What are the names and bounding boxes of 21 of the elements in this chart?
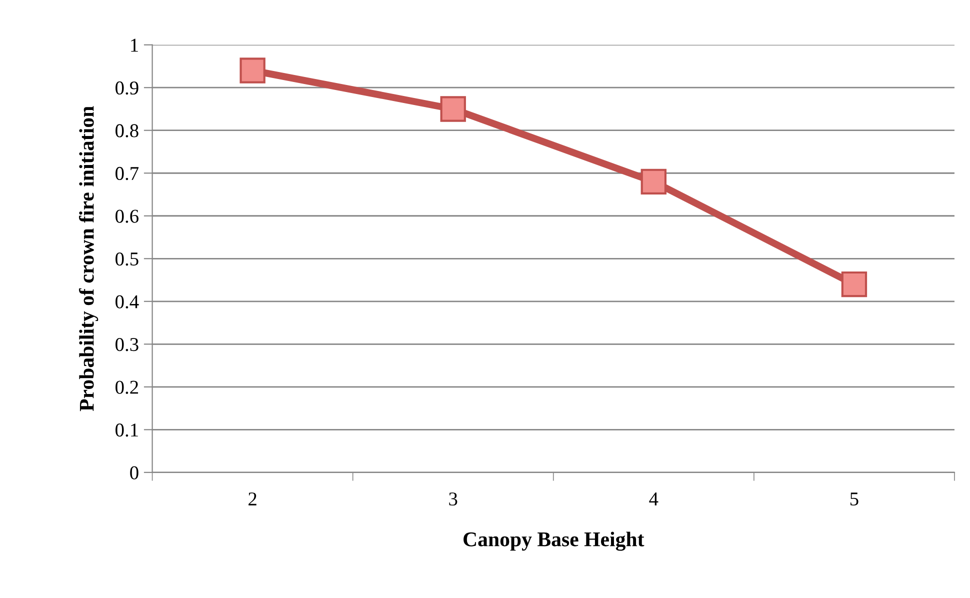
y-tick-label: 0 [130,466,138,480]
y-tick-label: 0.2 [116,380,138,394]
point [240,58,266,84]
x-tick-label: 3 [449,492,458,506]
y-tick-label: 0.1 [116,423,138,437]
y-tick-label: 0.6 [116,210,139,223]
x-tick-label: 4 [649,492,658,506]
x-tick-label: 5 [850,492,858,506]
y-tick-label: 0.8 [116,124,138,138]
y-tick-label: 0.9 [116,81,138,95]
y-tick-label: 0.7 [116,166,139,180]
point [640,168,667,195]
x-tick-label: 2 [248,492,256,506]
point [440,96,466,122]
y-tick-label: 0.4 [116,295,139,308]
y-tick-label: 0.3 [116,338,138,352]
y-tick-label: 1 [131,38,138,52]
y-axis-title: Probability of crown fire initiation [78,106,98,412]
point [841,271,868,298]
x-axis-title: Canopy Base Height [464,532,644,551]
y-tick-label: 0.5 [116,252,138,266]
